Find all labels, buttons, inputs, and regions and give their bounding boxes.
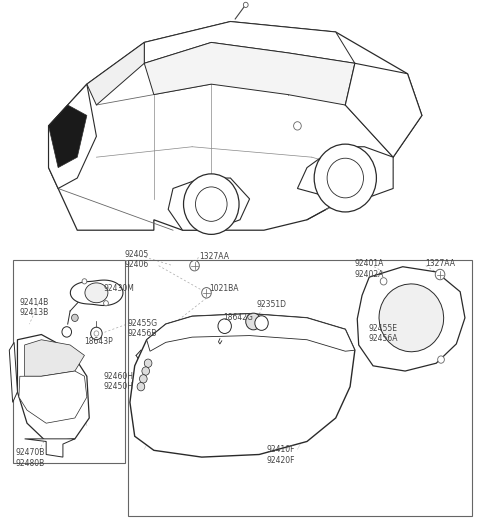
Polygon shape <box>48 21 422 230</box>
Text: 92401A
92402A: 92401A 92402A <box>355 259 384 279</box>
Circle shape <box>82 279 87 284</box>
Circle shape <box>246 313 261 330</box>
Ellipse shape <box>85 283 108 303</box>
Circle shape <box>142 367 150 375</box>
Circle shape <box>144 359 152 367</box>
Polygon shape <box>298 147 393 199</box>
Text: 92414B
92413B: 92414B 92413B <box>20 298 49 317</box>
Ellipse shape <box>379 284 444 352</box>
Circle shape <box>314 144 376 212</box>
Polygon shape <box>17 335 89 441</box>
Polygon shape <box>144 42 355 105</box>
Polygon shape <box>144 21 355 63</box>
Circle shape <box>140 374 147 383</box>
Circle shape <box>438 356 444 363</box>
Polygon shape <box>168 178 250 230</box>
Circle shape <box>104 301 108 306</box>
Circle shape <box>202 288 211 298</box>
Text: 92410F
92420F: 92410F 92420F <box>266 445 295 464</box>
Circle shape <box>183 174 239 234</box>
Polygon shape <box>87 42 144 105</box>
Polygon shape <box>48 84 96 188</box>
Circle shape <box>94 331 99 336</box>
Circle shape <box>137 382 145 391</box>
Circle shape <box>91 327 102 340</box>
Circle shape <box>255 316 268 331</box>
Polygon shape <box>24 340 84 376</box>
Text: 18642G: 18642G <box>223 313 253 322</box>
Circle shape <box>195 187 227 221</box>
Text: 92455E
92456A: 92455E 92456A <box>368 324 398 344</box>
Polygon shape <box>19 371 87 423</box>
Text: 1327AA: 1327AA <box>426 259 456 268</box>
Text: 18643P: 18643P <box>84 337 113 346</box>
Text: 1327AA: 1327AA <box>199 252 229 261</box>
Text: 92351D: 92351D <box>257 300 287 309</box>
Text: 92405
92406: 92405 92406 <box>125 249 149 269</box>
Circle shape <box>294 122 301 130</box>
Circle shape <box>380 278 387 285</box>
Text: 92470B
92480B: 92470B 92480B <box>15 448 45 468</box>
Text: 92430M: 92430M <box>104 283 134 292</box>
Polygon shape <box>147 314 355 351</box>
Polygon shape <box>357 267 465 371</box>
Circle shape <box>190 260 199 271</box>
Polygon shape <box>48 105 87 167</box>
Circle shape <box>72 314 78 322</box>
Polygon shape <box>24 439 75 457</box>
Circle shape <box>62 327 72 337</box>
Polygon shape <box>71 280 123 305</box>
Polygon shape <box>130 314 355 457</box>
Text: 92455G
92456B: 92455G 92456B <box>128 319 157 338</box>
Polygon shape <box>345 63 422 157</box>
Circle shape <box>243 2 248 7</box>
Circle shape <box>327 158 363 198</box>
Text: 1021BA: 1021BA <box>209 284 239 293</box>
Circle shape <box>218 319 231 334</box>
Circle shape <box>435 269 445 280</box>
Polygon shape <box>9 343 17 402</box>
Text: 92460H
92450H: 92460H 92450H <box>104 372 133 392</box>
